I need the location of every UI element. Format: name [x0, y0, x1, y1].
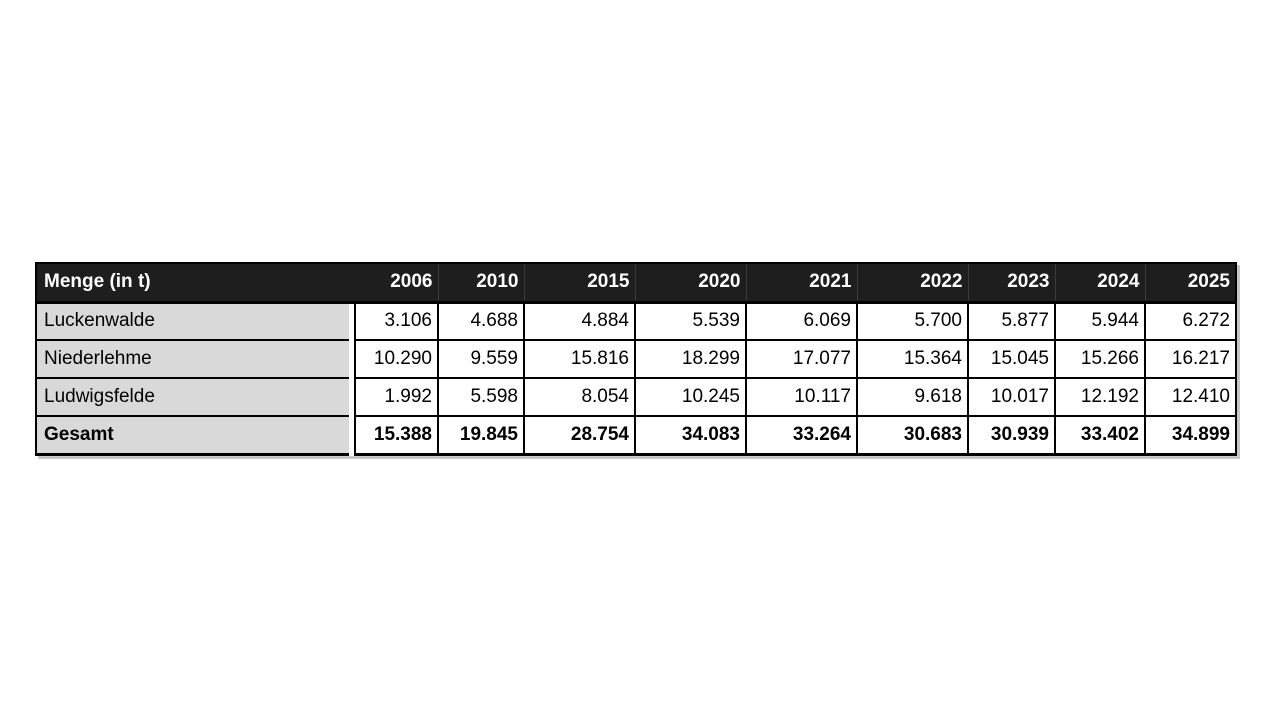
total-value-cell: 30.939: [967, 415, 1056, 456]
value-cell: 5.944: [1054, 301, 1146, 341]
value-cell: 5.598: [437, 377, 525, 417]
value-cell: 5.700: [856, 301, 969, 341]
quantity-by-year-table: Menge (in t) 2006 2010 2015 2020 2021 20…: [35, 262, 1237, 456]
year-header-cell: 2010: [437, 262, 524, 304]
value-cell: 9.559: [437, 339, 525, 379]
spacer-cell: [349, 415, 355, 454]
value-cell: 15.266: [1054, 339, 1146, 379]
table-row-luckenwalde: Luckenwalde 3.106 4.688 4.884 5.539 6.06…: [35, 301, 1237, 341]
value-cell: 6.069: [745, 301, 858, 341]
menge-table: Menge (in t) 2006 2010 2015 2020 2021 20…: [35, 262, 1237, 456]
total-value-cell: 28.754: [523, 415, 636, 456]
table-header-row: Menge (in t) 2006 2010 2015 2020 2021 20…: [35, 262, 1237, 304]
row-label-cell: Luckenwalde: [35, 301, 349, 341]
table-row-ludwigsfelde: Ludwigsfelde 1.992 5.598 8.054 10.245 10…: [35, 377, 1237, 417]
year-header-cell: 2025: [1144, 262, 1237, 304]
header-spacer-cell: [349, 262, 355, 304]
year-header-cell: 2023: [967, 262, 1055, 304]
year-header-cell: 2006: [355, 262, 438, 304]
value-cell: 6.272: [1144, 301, 1237, 341]
year-header-cell: 2015: [523, 262, 635, 304]
value-cell: 10.290: [354, 339, 439, 379]
total-value-cell: 34.899: [1144, 415, 1237, 456]
year-header-cell: 2024: [1054, 262, 1145, 304]
row-label-cell: Niederlehme: [35, 339, 349, 379]
row-label-cell: Gesamt: [35, 415, 349, 456]
value-cell: 17.077: [745, 339, 858, 379]
total-value-cell: 34.083: [634, 415, 747, 456]
value-cell: 5.539: [634, 301, 747, 341]
year-header-cell: 2021: [745, 262, 857, 304]
total-value-cell: 19.845: [437, 415, 525, 456]
value-cell: 10.117: [745, 377, 858, 417]
value-cell: 1.992: [354, 377, 439, 417]
value-cell: 4.884: [523, 301, 636, 341]
total-value-cell: 15.388: [354, 415, 439, 456]
value-cell: 12.192: [1054, 377, 1146, 417]
table-row-niederlehme: Niederlehme 10.290 9.559 15.816 18.299 1…: [35, 339, 1237, 379]
value-cell: 15.045: [967, 339, 1056, 379]
total-value-cell: 33.402: [1054, 415, 1146, 456]
header-cell-menge: Menge (in t): [35, 262, 349, 304]
value-cell: 3.106: [354, 301, 439, 341]
total-value-cell: 33.264: [745, 415, 858, 456]
value-cell: 12.410: [1144, 377, 1237, 417]
row-label-cell: Ludwigsfelde: [35, 377, 349, 417]
value-cell: 15.364: [856, 339, 969, 379]
value-cell: 5.877: [967, 301, 1056, 341]
total-value-cell: 30.683: [856, 415, 969, 456]
value-cell: 4.688: [437, 301, 525, 341]
value-cell: 9.618: [856, 377, 969, 417]
value-cell: 8.054: [523, 377, 636, 417]
value-cell: 18.299: [634, 339, 747, 379]
spacer-cell: [349, 339, 355, 378]
year-header-cell: 2020: [634, 262, 746, 304]
value-cell: 10.017: [967, 377, 1056, 417]
spacer-cell: [349, 301, 355, 340]
spacer-cell: [349, 377, 355, 416]
year-header-cell: 2022: [856, 262, 968, 304]
table-row-gesamt: Gesamt 15.388 19.845 28.754 34.083 33.26…: [35, 415, 1237, 456]
value-cell: 10.245: [634, 377, 747, 417]
value-cell: 15.816: [523, 339, 636, 379]
value-cell: 16.217: [1144, 339, 1237, 379]
